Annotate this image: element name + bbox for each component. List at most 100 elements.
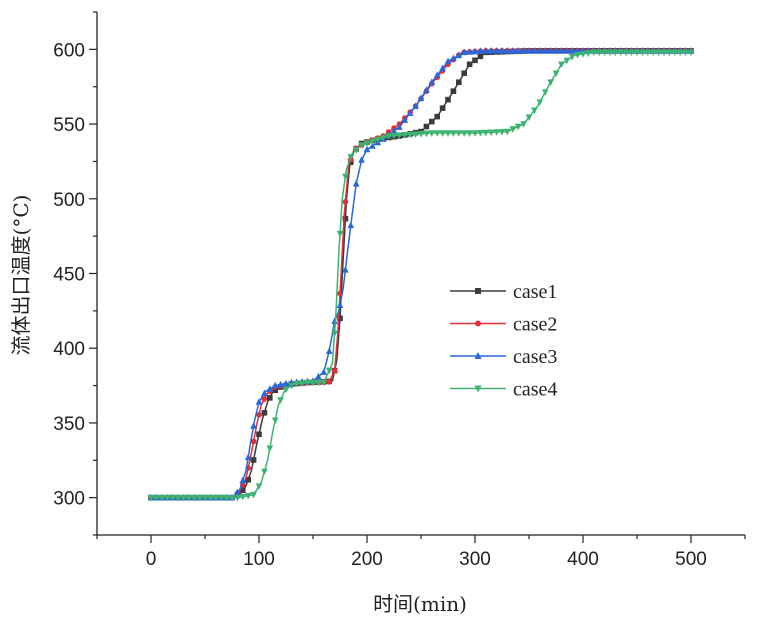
data-point bbox=[617, 49, 625, 57]
data-point bbox=[325, 347, 333, 355]
data-point bbox=[487, 129, 495, 137]
data-point bbox=[655, 49, 662, 57]
data-point bbox=[412, 131, 419, 138]
data-point bbox=[185, 494, 193, 502]
data-point bbox=[352, 180, 360, 187]
data-point bbox=[509, 126, 517, 133]
series-case3 bbox=[147, 47, 695, 501]
data-point bbox=[498, 128, 506, 136]
data-point bbox=[509, 47, 517, 54]
data-point bbox=[644, 49, 652, 57]
legend-item: case2 bbox=[450, 314, 557, 336]
x-tick-label: 200 bbox=[351, 549, 383, 570]
data-point bbox=[337, 315, 343, 322]
data-point bbox=[282, 379, 290, 387]
data-point bbox=[256, 431, 262, 438]
series-case4 bbox=[147, 49, 695, 502]
data-point bbox=[477, 129, 484, 137]
legend-item: case4 bbox=[450, 379, 557, 401]
data-point bbox=[212, 494, 220, 502]
data-point bbox=[272, 387, 278, 394]
series-layer bbox=[147, 47, 695, 502]
data-point bbox=[250, 422, 257, 429]
data-point bbox=[423, 123, 430, 130]
data-point bbox=[217, 494, 225, 502]
data-point bbox=[531, 47, 538, 54]
data-point bbox=[676, 49, 684, 57]
data-point bbox=[606, 49, 614, 57]
y-tick-label: 550 bbox=[53, 115, 85, 136]
data-point bbox=[444, 130, 452, 137]
data-point bbox=[428, 130, 436, 137]
data-point bbox=[239, 476, 247, 484]
data-point bbox=[471, 47, 479, 55]
data-point bbox=[320, 368, 328, 375]
data-point bbox=[342, 215, 349, 222]
data-point bbox=[477, 47, 484, 55]
data-point bbox=[347, 221, 355, 229]
data-point bbox=[460, 48, 468, 56]
data-point bbox=[153, 494, 160, 502]
data-point bbox=[434, 113, 440, 120]
data-point bbox=[622, 49, 630, 57]
legend-label: case3 bbox=[513, 346, 557, 368]
y-tick-label: 350 bbox=[53, 414, 85, 435]
data-point bbox=[190, 494, 198, 502]
data-point bbox=[498, 47, 506, 54]
legend-label: case1 bbox=[513, 281, 557, 303]
data-point bbox=[240, 487, 246, 493]
data-point bbox=[261, 468, 268, 476]
data-point bbox=[439, 64, 446, 72]
data-point bbox=[174, 494, 182, 502]
data-point bbox=[639, 49, 646, 57]
data-point bbox=[352, 147, 360, 154]
data-point bbox=[574, 52, 581, 59]
data-point bbox=[595, 49, 603, 57]
data-point bbox=[385, 133, 392, 140]
data-point bbox=[298, 380, 306, 387]
data-point bbox=[558, 61, 565, 69]
y-tick-label: 600 bbox=[53, 40, 85, 61]
data-point bbox=[325, 367, 333, 375]
data-point bbox=[342, 173, 349, 181]
data-point bbox=[180, 494, 187, 502]
data-point bbox=[277, 397, 284, 404]
data-point bbox=[271, 381, 279, 389]
series-line bbox=[151, 51, 691, 499]
data-point bbox=[563, 47, 571, 54]
data-point bbox=[439, 130, 446, 137]
data-point bbox=[552, 70, 560, 78]
data-point bbox=[601, 49, 608, 57]
data-point bbox=[649, 49, 657, 57]
data-point bbox=[401, 116, 409, 123]
legend-item: case1 bbox=[450, 281, 557, 303]
data-point bbox=[450, 54, 457, 62]
data-point bbox=[374, 136, 382, 144]
data-point bbox=[444, 57, 452, 65]
x-tick-label: 0 bbox=[146, 549, 157, 570]
data-point bbox=[477, 53, 484, 60]
data-point bbox=[315, 372, 322, 380]
data-point bbox=[369, 142, 376, 149]
data-point bbox=[568, 47, 576, 54]
data-point bbox=[460, 130, 468, 137]
y-tick-label: 500 bbox=[53, 190, 85, 211]
data-point bbox=[244, 492, 252, 500]
data-point bbox=[472, 57, 478, 64]
data-point bbox=[482, 129, 490, 137]
data-point bbox=[277, 380, 284, 388]
data-point bbox=[234, 488, 241, 496]
data-point bbox=[390, 127, 398, 134]
data-point bbox=[261, 396, 268, 402]
data-point bbox=[147, 494, 155, 502]
data-point bbox=[266, 445, 274, 453]
data-point bbox=[455, 51, 463, 59]
series-line bbox=[151, 50, 691, 499]
data-point bbox=[358, 142, 365, 149]
data-point bbox=[504, 47, 511, 54]
data-point bbox=[358, 156, 365, 163]
y-tick-label: 400 bbox=[53, 339, 85, 360]
data-point bbox=[250, 438, 257, 445]
data-point bbox=[520, 121, 527, 128]
data-point bbox=[169, 494, 176, 502]
